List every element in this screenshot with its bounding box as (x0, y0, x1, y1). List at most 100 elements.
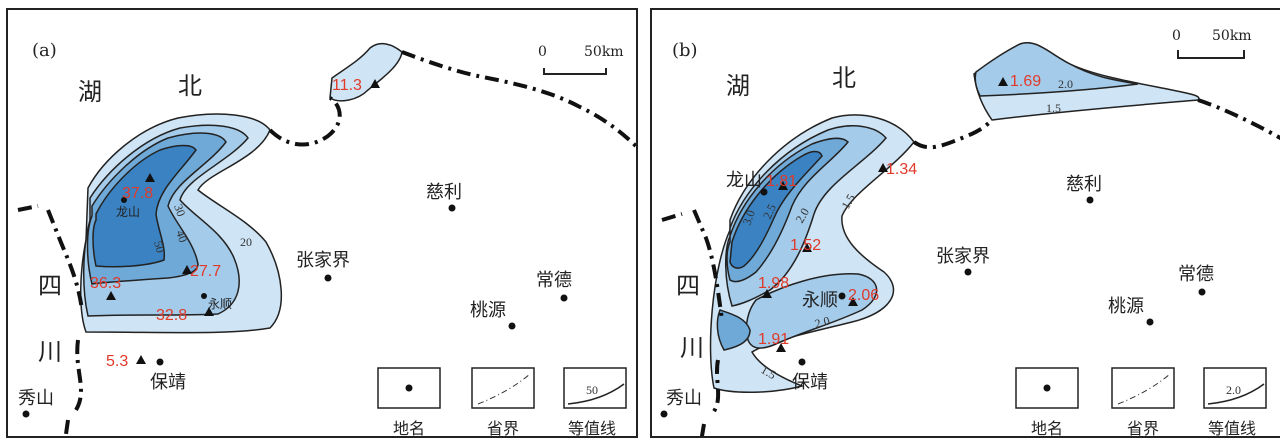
station-a-3 (106, 291, 116, 300)
dot-yongshun (201, 293, 207, 299)
city-taoyuan: 桃源 (470, 300, 506, 321)
station-a-4 (182, 265, 192, 274)
city-baojing-b: 保靖 (792, 372, 828, 393)
value-b-3: 1.34 (886, 161, 917, 178)
dot-baojing (156, 358, 164, 366)
dot-cili (448, 204, 456, 212)
legend-b-sample: 2.0 (1226, 383, 1241, 397)
scale-dist-b: 50km (1212, 28, 1252, 44)
value-a-2: 37.8 (122, 185, 153, 202)
legend-a-isoline: 等值线 (568, 419, 616, 438)
station-b-6 (848, 297, 858, 306)
station-b-1 (998, 77, 1008, 86)
legend-a-isoline-box (563, 367, 627, 409)
city-taoyuan-b: 桃源 (1108, 296, 1144, 317)
province-sichuan-1-b: 四 (676, 272, 700, 300)
scale-dist: 50km (584, 44, 624, 60)
station-b-5 (762, 289, 772, 298)
legend-b-place: 地名 (1031, 419, 1063, 438)
scale-bar-b (1177, 50, 1245, 59)
dot-xiushan-b (660, 410, 668, 418)
legend-b-isoline: 等值线 (1208, 419, 1256, 438)
city-zhangjiajie-b: 张家界 (936, 246, 990, 267)
zone-a-level4 (92, 144, 197, 268)
legend-a-isoline-line (567, 383, 625, 405)
isoline-a-50: 50 (151, 239, 168, 254)
city-baojing: 保靖 (150, 372, 186, 393)
zone-b-level2 (724, 125, 887, 307)
province-hubei-1-b: 湖 (726, 72, 750, 100)
station-a-2 (145, 173, 155, 182)
station-b-2 (778, 181, 788, 190)
dot-yongshun-b (838, 292, 846, 300)
dot-longshan-b (760, 188, 768, 196)
map-b: (b) 湖 北 四 川 0 50km 慈利 张家界 常德 桃源 保靖 秀山 龙山 (660, 28, 1280, 438)
panel-a: (a) 湖 北 四 川 0 50km 慈利 张家界 常德 桃源 保靖 秀山 龙山 (6, 8, 638, 438)
panel-a-label: (a) (32, 40, 57, 61)
station-b-7 (776, 343, 786, 352)
province-hubei-2: 北 (178, 72, 202, 100)
city-changde: 常德 (536, 270, 572, 291)
legend-b-isoline-line (1207, 383, 1265, 405)
city-longshan-b: 龙山 (726, 170, 762, 191)
border-a-north (268, 50, 636, 149)
border-b-west (661, 209, 724, 436)
value-a-6: 5.3 (106, 353, 128, 370)
scale-zero: 0 (538, 44, 547, 60)
city-changde-b: 常德 (1178, 264, 1214, 285)
province-sichuan-1: 四 (38, 272, 62, 300)
isoline-a-40: 40 (173, 228, 190, 244)
isoline-b-15: 1.5 (838, 192, 858, 212)
value-b-4: 1.52 (790, 237, 821, 254)
dot-zhangjiajie (324, 274, 332, 282)
legend-a-place: 地名 (393, 419, 425, 438)
province-sichuan-2: 川 (38, 338, 62, 366)
station-a-6 (136, 355, 146, 364)
dot-longshan (121, 197, 127, 203)
isoline-b-north-2: 2.0 (1058, 77, 1073, 91)
zone-b-level2-inner (745, 273, 878, 349)
legend-b-place-dot (1043, 384, 1051, 392)
province-hubei-1: 湖 (78, 78, 102, 106)
station-b-4 (802, 243, 812, 252)
legend-b-border-box (1111, 367, 1175, 409)
dot-cili-b (1086, 196, 1094, 204)
province-hubei-2-b: 北 (832, 64, 856, 92)
city-zhangjiajie: 张家界 (296, 250, 350, 271)
city-yongshun-b: 永顺 (802, 290, 838, 311)
legend-a-place-dot (405, 384, 413, 392)
border-a-west (17, 204, 84, 436)
dot-changde-b (1198, 288, 1206, 296)
isoline-b-25: 2.5 (760, 202, 779, 222)
panel-b-label: (b) (672, 40, 698, 61)
province-sichuan-2-b: 川 (680, 334, 704, 362)
value-b-1: 1.69 (1010, 73, 1041, 90)
legend-a-border-box (471, 367, 535, 409)
legend-a-border: 省界 (487, 419, 519, 438)
city-longshan: 龙山 (116, 205, 140, 219)
city-cili: 慈利 (426, 182, 462, 203)
panel-b: (b) 湖 北 四 川 0 50km 慈利 张家界 常德 桃源 保靖 秀山 龙山 (650, 8, 1280, 438)
dot-baojing-b (798, 358, 806, 366)
legend-a-sample: 50 (586, 383, 598, 397)
isoline-b-30: 3.0 (740, 208, 758, 227)
zone-b-north-inner (974, 41, 1139, 97)
value-b-2: 1.81 (766, 173, 797, 190)
legend-a-border-line (477, 373, 531, 405)
city-yongshun: 永顺 (208, 297, 232, 311)
dot-changde (560, 294, 568, 302)
dot-zhangjiajie-b (964, 268, 972, 276)
isoline-a-30: 30 (171, 202, 188, 218)
border-b-north (912, 98, 1280, 150)
city-xiushan-b: 秀山 (666, 388, 702, 409)
map-a: (a) 湖 北 四 川 0 50km 慈利 张家界 常德 桃源 保靖 秀山 龙山 (17, 40, 636, 438)
dot-xiushan (22, 410, 30, 418)
value-b-7: 1.91 (758, 331, 789, 348)
value-a-4: 27.7 (190, 263, 221, 280)
value-a-5: 32.8 (156, 307, 187, 324)
zone-b-level3-sw (716, 309, 751, 351)
station-a-5 (204, 307, 214, 316)
station-a-1 (370, 79, 380, 88)
value-a-3: 36.3 (90, 275, 121, 292)
